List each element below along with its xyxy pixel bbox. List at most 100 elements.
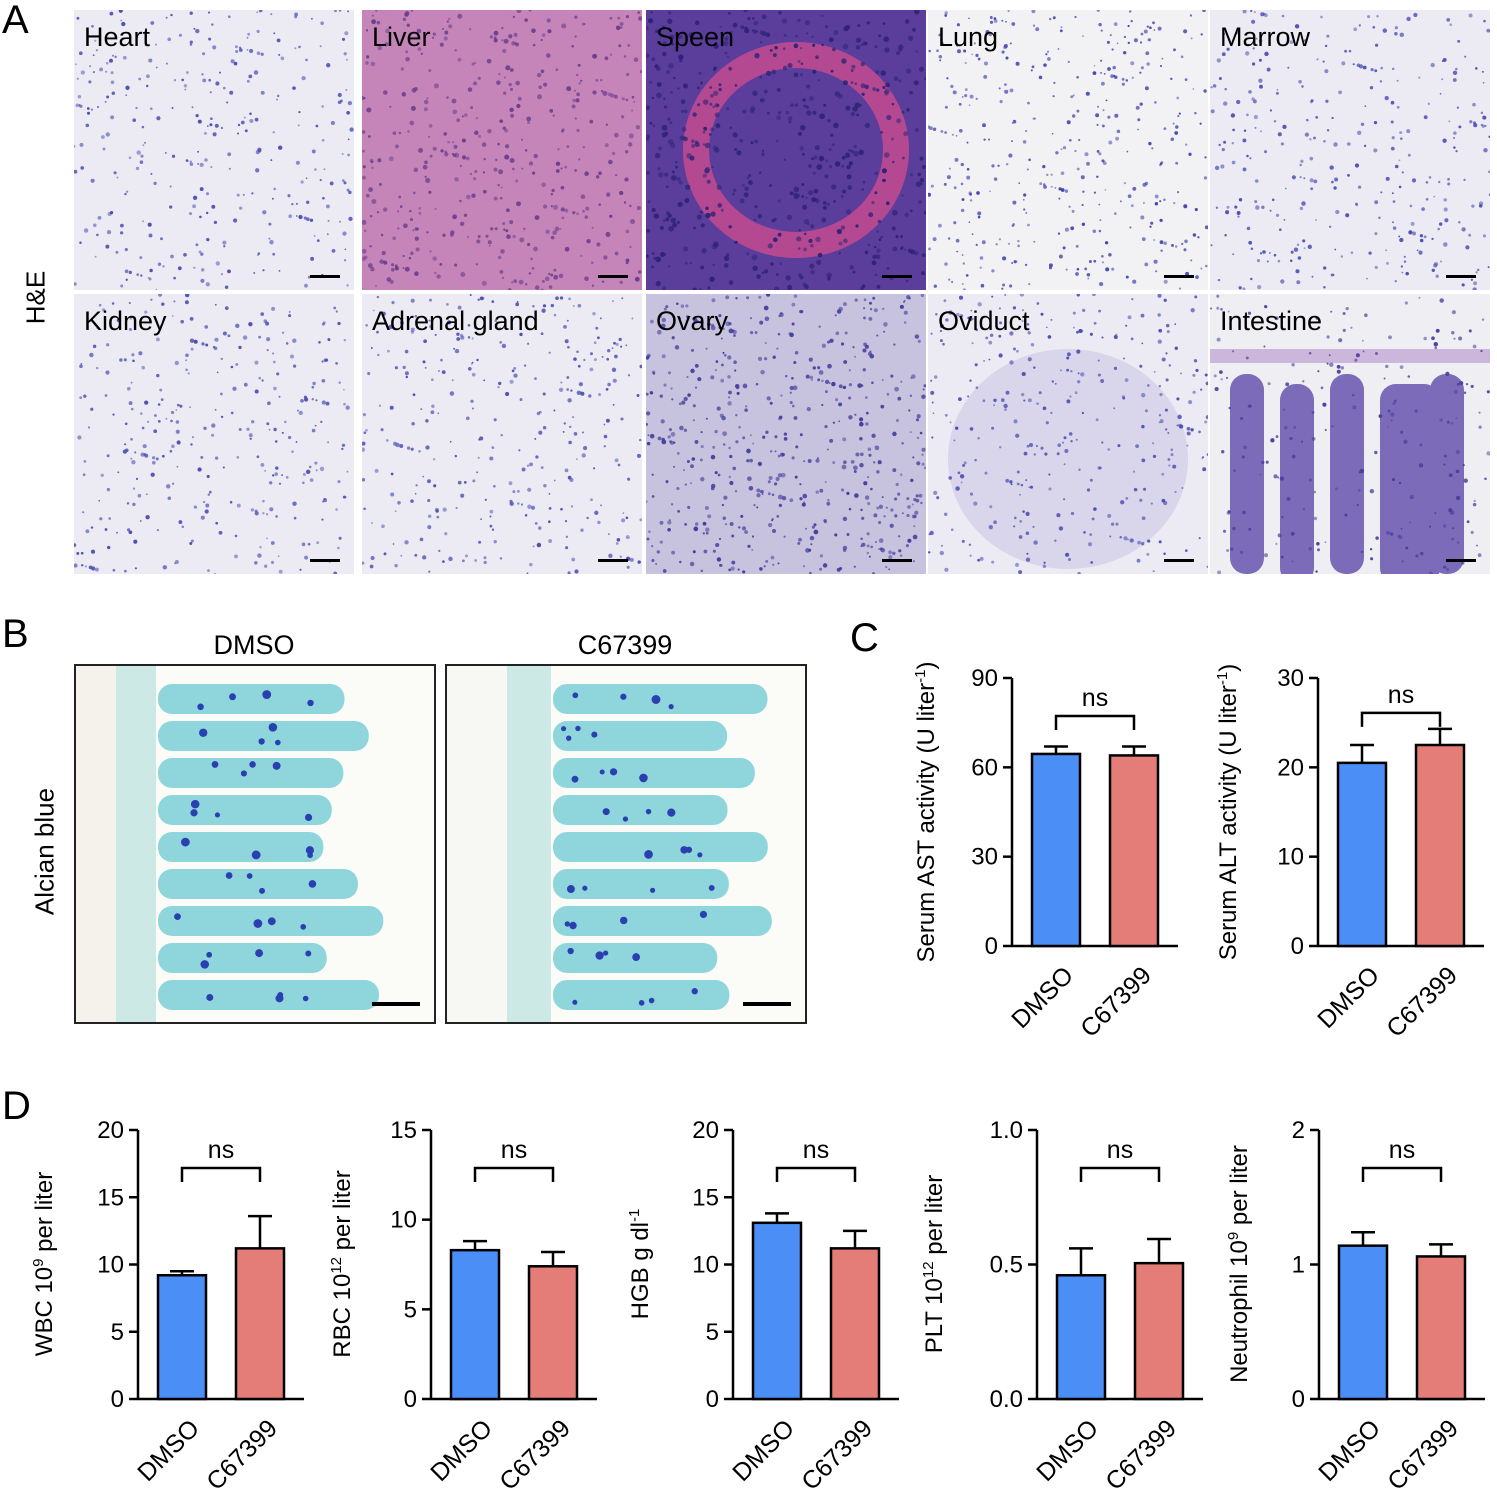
tissue-texture	[646, 294, 926, 574]
bar-dmso	[449, 1248, 501, 1401]
y-tick-label: 90	[971, 665, 998, 692]
scale-bar	[1446, 275, 1476, 278]
y-tick-label: 0.5	[990, 1252, 1023, 1279]
scale-bar	[598, 275, 628, 278]
y-tick-label: 10	[97, 1252, 124, 1279]
he-tile-label: Oviduct	[938, 306, 1030, 336]
tissue-texture	[1210, 10, 1490, 290]
x-tick-label: C67399	[1075, 961, 1157, 1043]
bar-dmso	[1055, 1274, 1107, 1401]
x-tick-label: DMSO	[727, 1414, 800, 1487]
x-tick-label: C67399	[494, 1414, 576, 1496]
significance-bracket	[1054, 714, 1136, 730]
significance-label: ns	[1082, 684, 1108, 712]
y-tick-label: 5	[404, 1296, 417, 1323]
y-tick-label: 15	[97, 1184, 124, 1211]
y-tick-label: 5	[706, 1319, 719, 1346]
bar-dmso	[1030, 752, 1082, 948]
y-axis-label: Serum AST activity (U liter-1)	[912, 662, 940, 963]
y-tick-label: 1	[1292, 1252, 1305, 1279]
y-tick-label: 20	[97, 1117, 124, 1144]
y-axis-label: PLT 1012 per liter	[920, 1175, 948, 1354]
scale-bar	[1446, 559, 1476, 562]
he-tile-kidney: Kidney	[74, 294, 354, 574]
y-tick-label: 0.0	[990, 1386, 1023, 1413]
alcian-image-dmso	[74, 664, 436, 1024]
bar-c67399	[829, 1247, 881, 1401]
x-tick-label: DMSO	[132, 1414, 205, 1487]
he-tile-label: Liver	[372, 22, 431, 52]
scale-bar	[598, 559, 628, 562]
y-tick-label: 1.0	[990, 1117, 1023, 1144]
he-row-label: H&E	[20, 270, 51, 325]
he-tile-heart: Heart	[74, 10, 354, 290]
y-tick-label: 10	[692, 1252, 719, 1279]
scale-bar	[743, 1002, 791, 1006]
bar-dmso	[1336, 761, 1388, 948]
scale-bar	[882, 559, 912, 562]
scale-bar	[1164, 559, 1194, 562]
x-tick-label: C67399	[1382, 1414, 1464, 1496]
tissue-texture	[646, 10, 926, 290]
tissue-texture	[928, 294, 1208, 574]
y-tick-label: 30	[971, 844, 998, 871]
y-tick-label: 10	[390, 1207, 417, 1234]
y-tick-label: 0	[1292, 1386, 1305, 1413]
y-tick-label: 0	[706, 1386, 719, 1413]
he-tile-label: Speen	[656, 22, 735, 52]
y-tick-label: 15	[692, 1184, 719, 1211]
alcian-title-c67399: C67399	[577, 630, 673, 660]
scale-bar	[1164, 275, 1194, 278]
significance-label: ns	[803, 1136, 829, 1164]
y-tick-label: 0	[111, 1386, 124, 1413]
y-tick-label: 30	[1277, 665, 1304, 692]
bar-c67399	[234, 1247, 286, 1401]
significance-bracket	[1079, 1166, 1161, 1182]
bar-c67399	[1108, 754, 1160, 948]
he-tile-adrenal-gland: Adrenal gland	[362, 294, 642, 574]
significance-label: ns	[501, 1136, 527, 1164]
significance-bracket	[1360, 711, 1442, 727]
significance-label: ns	[1107, 1136, 1133, 1164]
tissue-texture	[928, 10, 1208, 290]
tissue-texture	[74, 10, 354, 290]
x-tick-label: C67399	[1100, 1414, 1182, 1496]
alcian-image-c67399	[445, 664, 807, 1024]
tissue-texture	[74, 294, 354, 574]
y-tick-label: 10	[1277, 844, 1304, 871]
y-axis-label: Serum ALT activity (U liter-1)	[1214, 664, 1242, 961]
he-tile-marrow: Marrow	[1210, 10, 1490, 290]
y-tick-label: 20	[692, 1117, 719, 1144]
y-tick-label: 0	[985, 933, 998, 960]
bar-dmso	[156, 1274, 208, 1401]
y-tick-label: 15	[390, 1117, 417, 1144]
x-tick-label: DMSO	[1006, 961, 1079, 1034]
scale-bar	[882, 275, 912, 278]
he-tile-oviduct: Oviduct	[928, 294, 1208, 574]
he-tile-ovary: Ovary	[646, 294, 926, 574]
y-axis-label: RBC 1012 per liter	[328, 1170, 356, 1357]
bar-dmso	[1337, 1244, 1389, 1401]
significance-bracket	[180, 1166, 262, 1182]
y-tick-label: 60	[971, 754, 998, 781]
bar-c67399	[1133, 1261, 1185, 1401]
bar-c67399	[1414, 743, 1466, 948]
x-tick-label: DMSO	[1313, 1414, 1386, 1487]
he-tile-label: Ovary	[656, 306, 729, 336]
x-tick-label: DMSO	[1312, 961, 1385, 1034]
x-tick-label: C67399	[201, 1414, 283, 1496]
y-axis-label: HGB g dl-1	[626, 1209, 654, 1320]
scale-bar	[310, 275, 340, 278]
scale-bar	[372, 1002, 420, 1006]
alcian-row-label: Alcian blue	[29, 787, 60, 916]
x-tick-label: C67399	[796, 1414, 878, 1496]
panel-letter-a: A	[2, 0, 29, 42]
bar-dmso	[751, 1221, 803, 1401]
y-axis-label: WBC 109 per liter	[30, 1172, 58, 1356]
he-tile-speen: Speen	[646, 10, 926, 290]
he-tile-label: Marrow	[1220, 22, 1311, 52]
y-tick-label: 20	[1277, 754, 1304, 781]
he-tile-label: Heart	[84, 22, 151, 52]
alcian-title-dmso: DMSO	[213, 630, 295, 660]
significance-label: ns	[208, 1136, 234, 1164]
